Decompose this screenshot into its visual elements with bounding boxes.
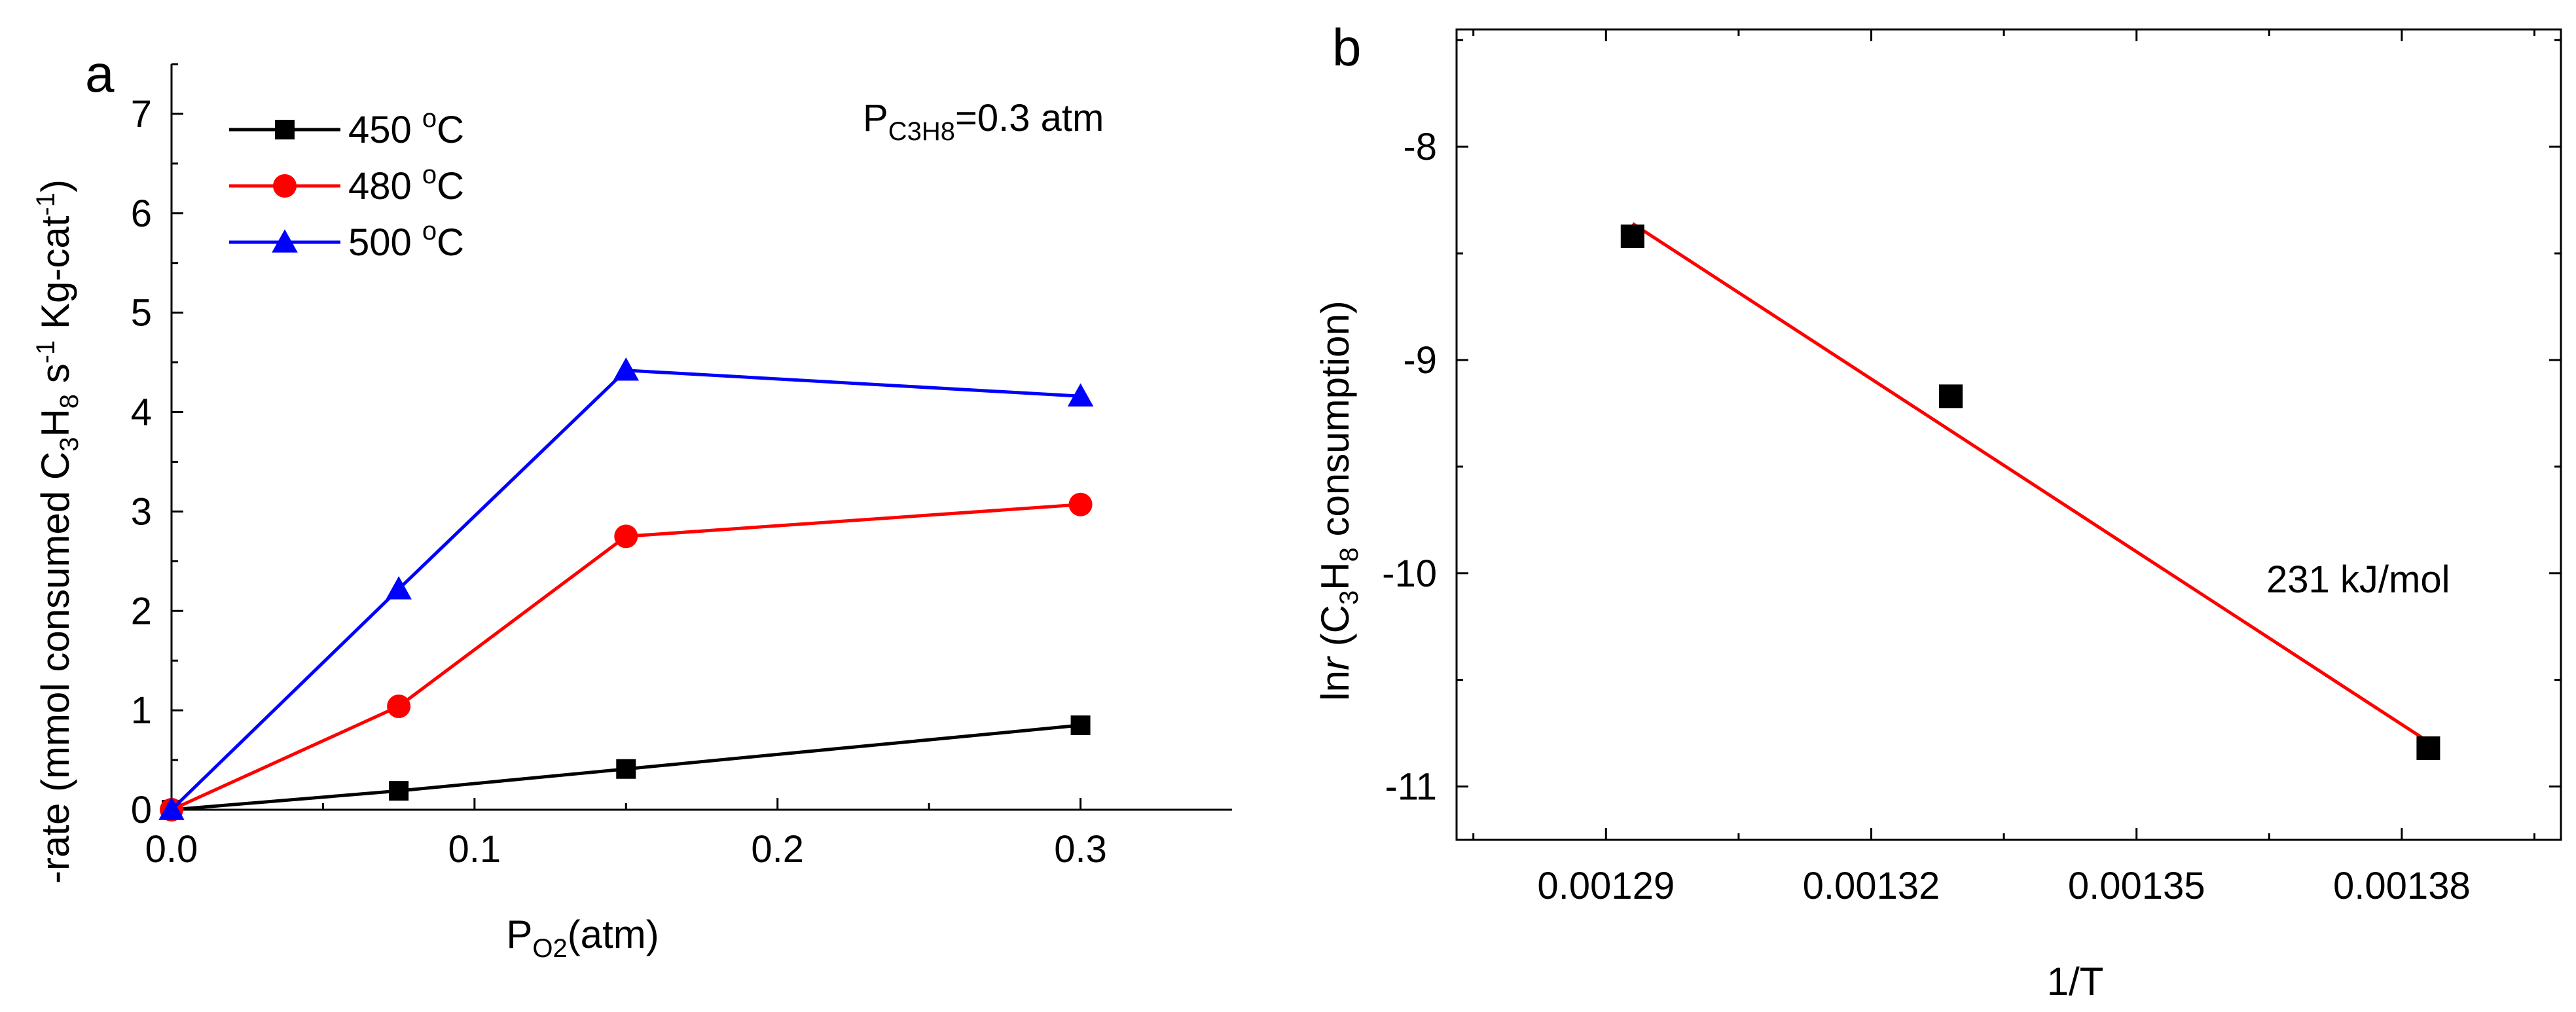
panel-b-x-tick-label: 0.00132 (1803, 865, 1940, 907)
data-point (2416, 736, 2440, 760)
panel-a-x-tick-label: 0.3 (1054, 828, 1107, 871)
series-line (171, 723, 1081, 812)
fit-line (1631, 222, 2429, 744)
legend-label: 480 oC (348, 160, 464, 208)
data-point (1620, 225, 1644, 249)
panel-a-x-tick-label: 0.1 (448, 828, 501, 871)
panel-b-y-tick-label: -9 (1403, 339, 1437, 382)
legend-item: 500 oC (229, 217, 464, 264)
series-line (170, 369, 1081, 811)
panel-b-axes: -11 -10 -9 -8 0.00129 0.00132 0.00135 0.00138 (1382, 29, 2561, 907)
panel-b-x-tick-label: 0.00129 (1537, 865, 1675, 907)
panel-a-axes: 0 1 2 3 4 5 6 7 0.0 0.1 0.2 0.3 (131, 63, 1107, 871)
panel-a-y-tick-label: 6 (131, 192, 152, 235)
panel-b-series-group (1620, 222, 2440, 760)
legend-label: 450 oC (348, 104, 464, 151)
legend-item: 450 oC (229, 104, 464, 151)
chart-panel-a: a 0 1 2 3 4 5 6 7 0.0 0.1 0.2 0.3 450 oC 480 oC 500 o… (31, 45, 1232, 963)
data-point (158, 797, 185, 820)
panel-a-y-tick-label: 3 (131, 490, 152, 533)
panel-b-letter: b (1332, 18, 1362, 77)
data-point (1939, 384, 1963, 408)
chart-panel-b: b -11 -10 -9 -8 0.00129 0.00132 0.00135 0.00138… (1313, 18, 2562, 1003)
data-point (613, 357, 640, 381)
panel-b-y-tick-label: -11 (1385, 766, 1437, 808)
panel-a-y-tick-label: 2 (131, 590, 152, 632)
panel-b-annotation: 231 kJ/mol (2266, 558, 2450, 601)
panel-a-x-axis-title: PO2(atm) (506, 913, 659, 963)
panel-a-legend: 450 oC 480 oC 500 oC (229, 104, 464, 264)
legend-marker (272, 229, 298, 253)
panel-b-plot-frame (1455, 28, 2562, 841)
panel-a-y-tick-label: 7 (131, 93, 152, 136)
series-line (170, 503, 1081, 812)
panel-a-y-axis-title: -rate (mmol consumed C3H8 s-1 Kg-cat-1) (31, 179, 84, 884)
panel-b-x-axis-title: 1/T (2047, 960, 2104, 1003)
data-point (1070, 715, 1091, 735)
panel-b-x-tick-label: 0.00135 (2068, 865, 2205, 907)
panel-b-y-tick-label: -8 (1403, 126, 1437, 168)
panel-b-y-axis-title: lnr (C3H8 consumption) (1313, 300, 1364, 700)
legend-label: 500 oC (348, 217, 464, 264)
data-point (386, 576, 412, 600)
panel-a-x-tick-label: 0.0 (145, 828, 198, 871)
panel-a-series-1 (160, 492, 1093, 822)
panel-b-x-tick-label: 0.00138 (2333, 865, 2471, 907)
panel-a-letter: a (85, 45, 115, 103)
data-point (1068, 492, 1093, 516)
legend-item: 480 oC (229, 160, 464, 208)
legend-marker (275, 120, 295, 139)
panel-a-y-tick-label: 5 (131, 292, 152, 334)
panel-a-y-tick-label: 4 (131, 391, 152, 434)
panel-a-y-tick-label: 1 (131, 689, 152, 732)
panel-a-series-2 (158, 357, 1094, 820)
data-point (1067, 383, 1094, 407)
data-point (614, 524, 638, 549)
panel-a-annotation: PC3H8=0.3 atm (863, 97, 1104, 146)
panel-a-series-group (158, 357, 1094, 822)
panel-a-y-tick-label: 0 (131, 789, 152, 831)
legend-marker (273, 174, 297, 198)
panel-b-y-tick-label: -10 (1382, 552, 1437, 595)
data-point (616, 759, 636, 779)
panel-a-x-tick-label: 0.2 (751, 828, 804, 871)
data-point (387, 695, 411, 719)
data-point (389, 781, 409, 801)
